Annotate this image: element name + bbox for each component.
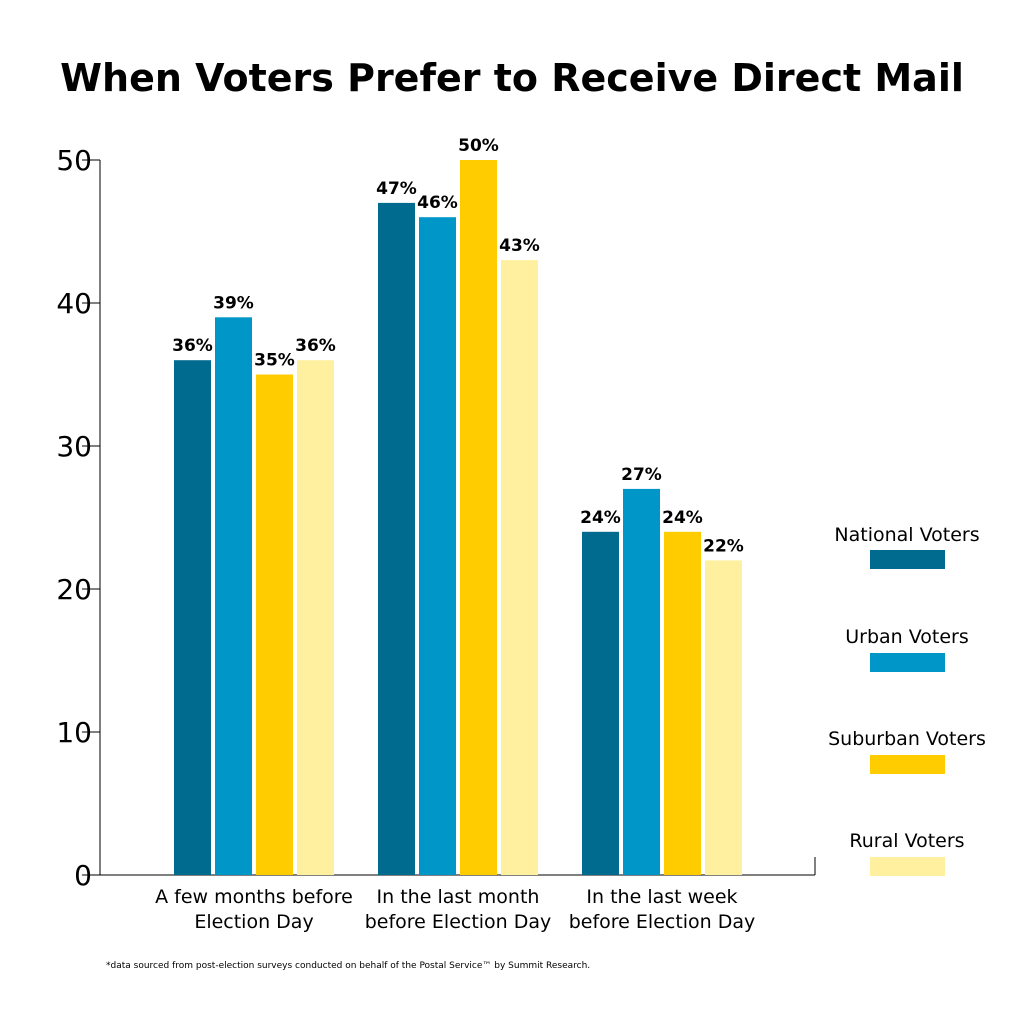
bar xyxy=(501,260,538,876)
data-label: 24% xyxy=(662,508,703,528)
bar xyxy=(297,360,334,875)
data-label: 24% xyxy=(580,508,621,528)
bars xyxy=(174,160,742,876)
data-label: 36% xyxy=(295,336,336,356)
data-label: 43% xyxy=(499,236,540,256)
bar xyxy=(623,488,660,875)
category-label: In the last month before Election Day xyxy=(365,886,552,933)
data-label: 35% xyxy=(254,351,295,371)
legend-label: Urban Voters xyxy=(845,626,969,648)
y-tick-label: 30 xyxy=(56,430,92,463)
bar xyxy=(256,374,293,875)
bar xyxy=(215,317,252,875)
legend-swatch xyxy=(870,653,945,672)
data-label: 50% xyxy=(458,136,499,156)
data-label: 22% xyxy=(703,536,744,556)
bar xyxy=(664,531,701,875)
data-label: 47% xyxy=(376,179,417,199)
category-label: A few months before Election Day xyxy=(155,886,353,933)
bar xyxy=(378,202,415,875)
footnote: *data sourced from post-election surveys… xyxy=(106,961,590,971)
bar xyxy=(460,160,497,875)
y-tick-label: 20 xyxy=(56,573,92,606)
legend: National Voters Urban Voters Suburban Vote… xyxy=(828,524,986,876)
y-tick-label: 50 xyxy=(56,144,92,177)
axes: 0 10 20 30 40 50 xyxy=(56,144,816,892)
legend-swatch xyxy=(870,755,945,774)
bar xyxy=(582,531,619,875)
data-label: 36% xyxy=(172,336,213,356)
legend-label: Rural Voters xyxy=(849,830,964,852)
legend-label: Suburban Voters xyxy=(828,728,986,750)
bar xyxy=(705,560,742,875)
y-tick-label: 40 xyxy=(56,287,92,320)
bar xyxy=(419,217,456,875)
legend-swatch xyxy=(870,857,945,876)
data-label: 46% xyxy=(417,193,458,213)
y-tick-label: 10 xyxy=(56,716,92,749)
category-labels: A few months before Election Day In the la… xyxy=(155,886,755,933)
data-labels: 36% 47% 24% 39% 46% 27% 35% 50% 24% 36% 43% 22% xyxy=(172,136,744,556)
category-label: In the last week before Election Day xyxy=(569,886,756,933)
y-tick-label: 0 xyxy=(74,859,92,892)
legend-label: National Voters xyxy=(834,524,979,546)
chart-title: When Voters Prefer to Receive Direct Mai… xyxy=(60,56,964,100)
legend-swatch xyxy=(870,550,945,569)
data-label: 39% xyxy=(213,293,254,313)
data-label: 27% xyxy=(621,465,662,485)
bar xyxy=(174,360,211,875)
